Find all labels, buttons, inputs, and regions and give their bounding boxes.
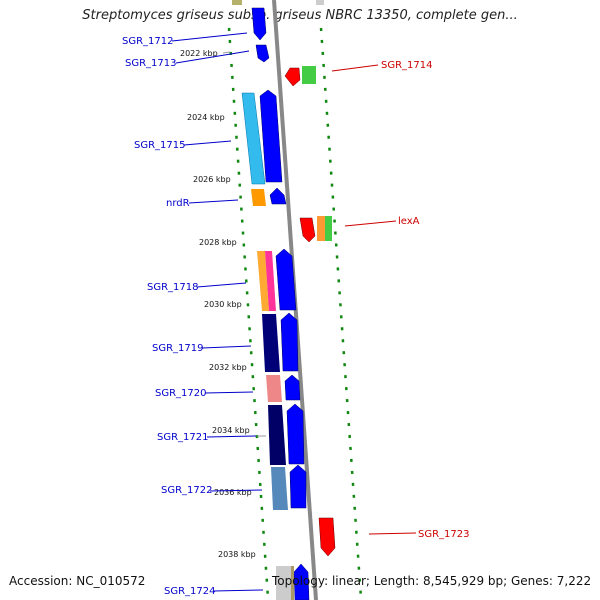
gene-block[interactable] [316,0,324,5]
gene-arrow[interactable] [293,563,310,600]
left-gene-labels[interactable] [171,32,264,592]
gene-label-sgr1722[interactable]: SGR_1722 [161,485,213,496]
gene-label-nrdr[interactable]: nrdR [166,198,190,209]
gene-block[interactable] [241,92,266,185]
kbp-label: 2024 kbp [187,113,225,122]
gene-label-sgr1721[interactable]: SGR_1721 [157,432,209,443]
gene-block[interactable] [268,405,286,465]
gene-label-sgr1718[interactable]: SGR_1718 [147,282,199,293]
gene-label-sgr1715[interactable]: SGR_1715 [134,140,186,151]
gene-arrow[interactable] [269,187,287,205]
gene-block[interactable] [262,314,280,372]
kbp-tick: 2038 kbp [218,550,256,559]
gene-block[interactable] [265,251,276,311]
gene-arrow[interactable] [280,312,299,372]
gene-block[interactable] [291,566,294,600]
gene-block[interactable] [317,216,325,241]
gene-label-sgr1713[interactable]: SGR_1713 [125,58,177,69]
gene-label-sgr1723[interactable]: SGR_1723 [418,529,470,540]
gene-block[interactable] [251,189,266,206]
kbp-label: 2038 kbp [218,550,256,559]
right-gene-label-texts[interactable]: SGR_1714 lexA SGR_1723 [381,60,470,540]
gene-arrow[interactable] [255,44,270,63]
right-gene-labels[interactable] [331,64,417,535]
kbp-tick: 2032 kbp [209,363,247,372]
kbp-tick: 2034 kbp [212,426,266,437]
gene-arrow[interactable] [299,217,316,243]
kbp-tick: 2026 kbp [193,175,231,184]
kbp-label: 2034 kbp [212,426,250,435]
gene-blocks[interactable] [241,92,294,600]
gene-arrow[interactable] [284,374,301,401]
kbp-tick: 2036 kbp [214,488,252,497]
gene-arrow[interactable] [284,67,301,87]
gene-block[interactable] [325,216,332,241]
gene-block[interactable] [271,467,288,510]
gene-arrow[interactable] [318,517,336,557]
kbp-tick: 2022 kbp [180,49,231,58]
map-title: Streptomyces griseus subsp. griseus NBRC… [82,8,518,23]
gene-block[interactable] [276,566,291,600]
topology-info: Topology: linear; Length: 8,545,929 bp; … [272,574,592,588]
kbp-label: 2026 kbp [193,175,231,184]
gene-label-sgr1724[interactable]: SGR_1724 [164,586,216,597]
forward-genes[interactable] [251,7,310,600]
kbp-tick: 2028 kbp [199,238,237,247]
gene-block[interactable] [266,375,282,402]
gene-label-sgr1719[interactable]: SGR_1719 [152,343,204,354]
kbp-ticks: 2022 kbp 2024 kbp 2026 kbp 2028 kbp 2030… [180,49,266,559]
gene-block[interactable] [232,0,242,5]
gene-block[interactable] [302,66,316,84]
left-gene-label-texts[interactable]: SGR_1712 SGR_1713 SGR_1715 nrdR SGR_1718… [122,36,216,597]
gene-arrow[interactable] [286,403,305,465]
accession-info: Accession: NC_010572 [9,574,146,588]
gene-label-sgr1714[interactable]: SGR_1714 [381,60,433,71]
gene-label-lexa[interactable]: lexA [398,216,420,227]
kbp-tick: 2024 kbp [187,113,225,122]
gene-label-sgr1720[interactable]: SGR_1720 [155,388,207,399]
kbp-label: 2022 kbp [180,49,218,58]
kbp-label: 2030 kbp [204,300,242,309]
gene-arrow[interactable] [251,7,267,41]
kbp-tick: 2030 kbp [204,300,242,309]
gene-arrow[interactable] [275,248,297,311]
kbp-label: 2036 kbp [214,488,252,497]
kbp-label: 2028 kbp [199,238,237,247]
gene-arrow[interactable] [289,464,307,509]
gene-label-sgr1712[interactable]: SGR_1712 [122,36,174,47]
kbp-label: 2032 kbp [209,363,247,372]
reverse-genes[interactable] [284,66,336,557]
gene-arrow[interactable] [259,89,283,183]
